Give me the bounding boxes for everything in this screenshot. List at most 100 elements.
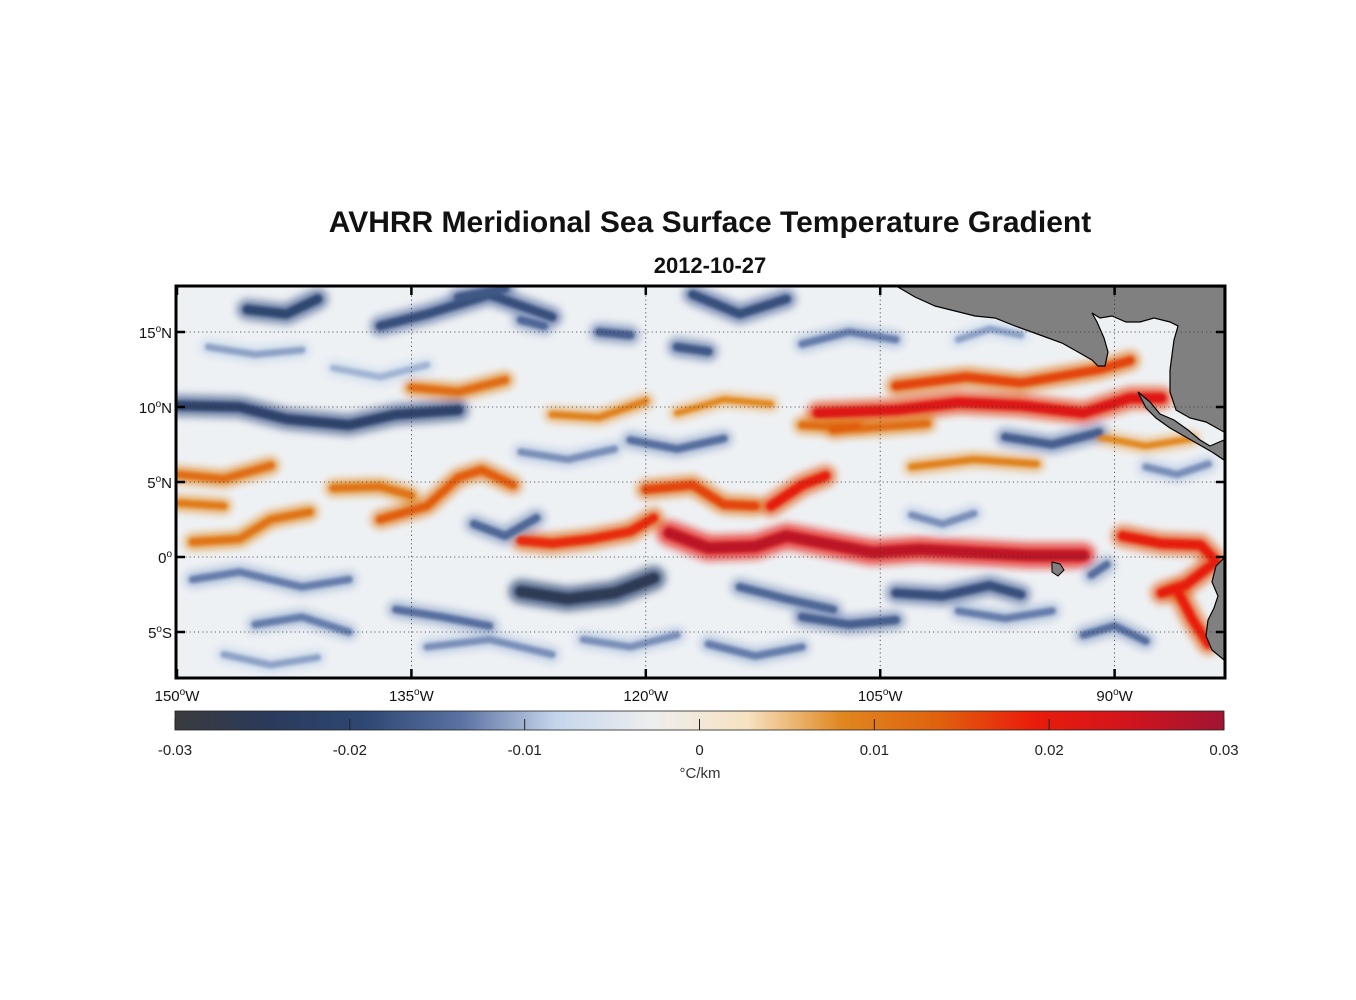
- lat-tick-hemisphere: N: [161, 325, 172, 342]
- sst-front-45: [704, 640, 806, 660]
- sst-front-49: [329, 361, 431, 381]
- lat-tick-hemisphere: S: [162, 625, 172, 642]
- sst-front-10: [189, 508, 314, 546]
- lon-tick-degrees: 135: [389, 688, 414, 705]
- sst-front-30: [735, 583, 838, 614]
- sst-front-35: [423, 635, 556, 659]
- sst-front-22: [242, 294, 323, 319]
- colorbar-tick-label: 0: [695, 742, 703, 759]
- sst-front-11: [177, 499, 228, 510]
- colorbar-tick-label: -0.03: [158, 742, 192, 759]
- lon-tick-hemisphere: W: [1119, 688, 1134, 705]
- sst-front-15: [798, 419, 931, 432]
- sst-front-18: [908, 456, 1040, 471]
- sst-front-7: [1117, 531, 1221, 598]
- lon-tick-label: 120oW: [623, 687, 669, 705]
- sst-front-46: [579, 631, 681, 651]
- lat-tick-degrees: 5: [148, 625, 156, 642]
- longitude-labels: 150oW 135oW 120oW 105oW 90oW: [155, 687, 1134, 705]
- sst-front-34: [251, 613, 353, 636]
- sst-front-51: [907, 509, 978, 528]
- degree-symbol: o: [648, 687, 654, 698]
- sst-front-8: [1172, 585, 1213, 649]
- sst-front-1: [516, 513, 658, 548]
- lat-tick-degrees: 0: [158, 550, 166, 567]
- sst-front-26: [594, 327, 635, 340]
- map-title: AVHRR Meridional Sea Surface Temperature…: [328, 206, 1092, 239]
- lon-tick-label: 135oW: [389, 687, 435, 705]
- sst-front-44: [469, 514, 541, 540]
- sst-front-28: [516, 316, 549, 330]
- sst-front-39: [1142, 460, 1212, 479]
- lon-tick-label: 150oW: [155, 687, 201, 705]
- sst-front-0: [663, 527, 1089, 561]
- sst-front-48: [204, 343, 306, 358]
- land-south-america-coast: [1205, 557, 1224, 661]
- sst-front-23: [375, 290, 557, 331]
- lon-tick-degrees: 105: [858, 688, 883, 705]
- lat-tick-label: 5oN: [147, 474, 172, 492]
- lon-tick-label: 105oW: [858, 687, 904, 705]
- sst-front-21: [177, 400, 464, 430]
- land-central-america-isthmus: [1137, 391, 1224, 461]
- map-date: 2012-10-27: [653, 253, 767, 278]
- map-frame: [174, 284, 1227, 680]
- sst-front-12: [329, 483, 415, 499]
- degree-symbol: o: [156, 324, 162, 335]
- lat-tick-label: 5oS: [148, 624, 172, 642]
- sst-front-24: [454, 287, 510, 302]
- lat-tick-hemisphere: N: [161, 475, 172, 492]
- sst-front-31: [797, 612, 900, 629]
- sst-front-20: [515, 572, 659, 605]
- sst-front-41: [954, 325, 1025, 343]
- sst-front-37: [391, 605, 494, 630]
- sst-front-33: [954, 607, 1056, 623]
- lat-tick-degrees: 5: [147, 475, 155, 492]
- sst-front-29: [891, 581, 1026, 601]
- colorbar-ticks: -0.03 -0.02 -0.01 0 0.01 0.02 0.03: [158, 719, 1239, 759]
- lon-tick-label: 90oW: [1096, 687, 1133, 705]
- lat-tick-degrees: 10: [139, 400, 156, 417]
- map-axis-ticks: [175, 287, 1224, 677]
- lon-tick-hemisphere: W: [888, 688, 903, 705]
- sst-front-5: [812, 393, 1167, 418]
- lat-tick-label: 10oN: [139, 399, 172, 417]
- land-galapagos: [1051, 561, 1065, 577]
- sst-front-14: [548, 397, 649, 421]
- sst-front-17: [829, 422, 861, 434]
- sst-front-27: [672, 342, 713, 356]
- lat-tick-label: 15oN: [139, 324, 172, 342]
- lat-tick-degrees: 15: [139, 325, 156, 342]
- land-central-america: [896, 287, 1224, 661]
- lon-tick-hemisphere: W: [185, 688, 200, 705]
- lon-tick-hemisphere: W: [654, 688, 669, 705]
- lon-tick-degrees: 120: [623, 688, 648, 705]
- sst-front-36: [188, 568, 353, 591]
- sst-front-3: [641, 480, 760, 511]
- sst-front-43: [517, 445, 619, 464]
- sst-front-25: [688, 290, 791, 319]
- sst-front-6: [891, 356, 1135, 391]
- colorbar-unit-label: °C/km: [680, 765, 721, 782]
- sst-front-47: [1087, 560, 1111, 579]
- degree-symbol: o: [1113, 687, 1119, 698]
- degree-symbol: o: [156, 399, 162, 410]
- degree-symbol: o: [883, 687, 889, 698]
- sst-front-19: [1095, 433, 1196, 450]
- degree-symbol: o: [166, 549, 172, 560]
- colorbar-tick-label: -0.01: [508, 742, 542, 759]
- lon-tick-degrees: 150: [155, 688, 180, 705]
- sst-front-16: [674, 396, 774, 417]
- sst-front-50: [220, 651, 322, 669]
- degree-symbol: o: [414, 687, 420, 698]
- degree-symbol: o: [180, 687, 186, 698]
- degree-symbol: o: [156, 474, 162, 485]
- lon-tick-hemisphere: W: [420, 688, 435, 705]
- sst-front-13: [407, 376, 509, 396]
- degree-symbol: o: [156, 624, 162, 635]
- sst-front-9: [177, 461, 275, 483]
- sst-front-38: [1001, 428, 1104, 449]
